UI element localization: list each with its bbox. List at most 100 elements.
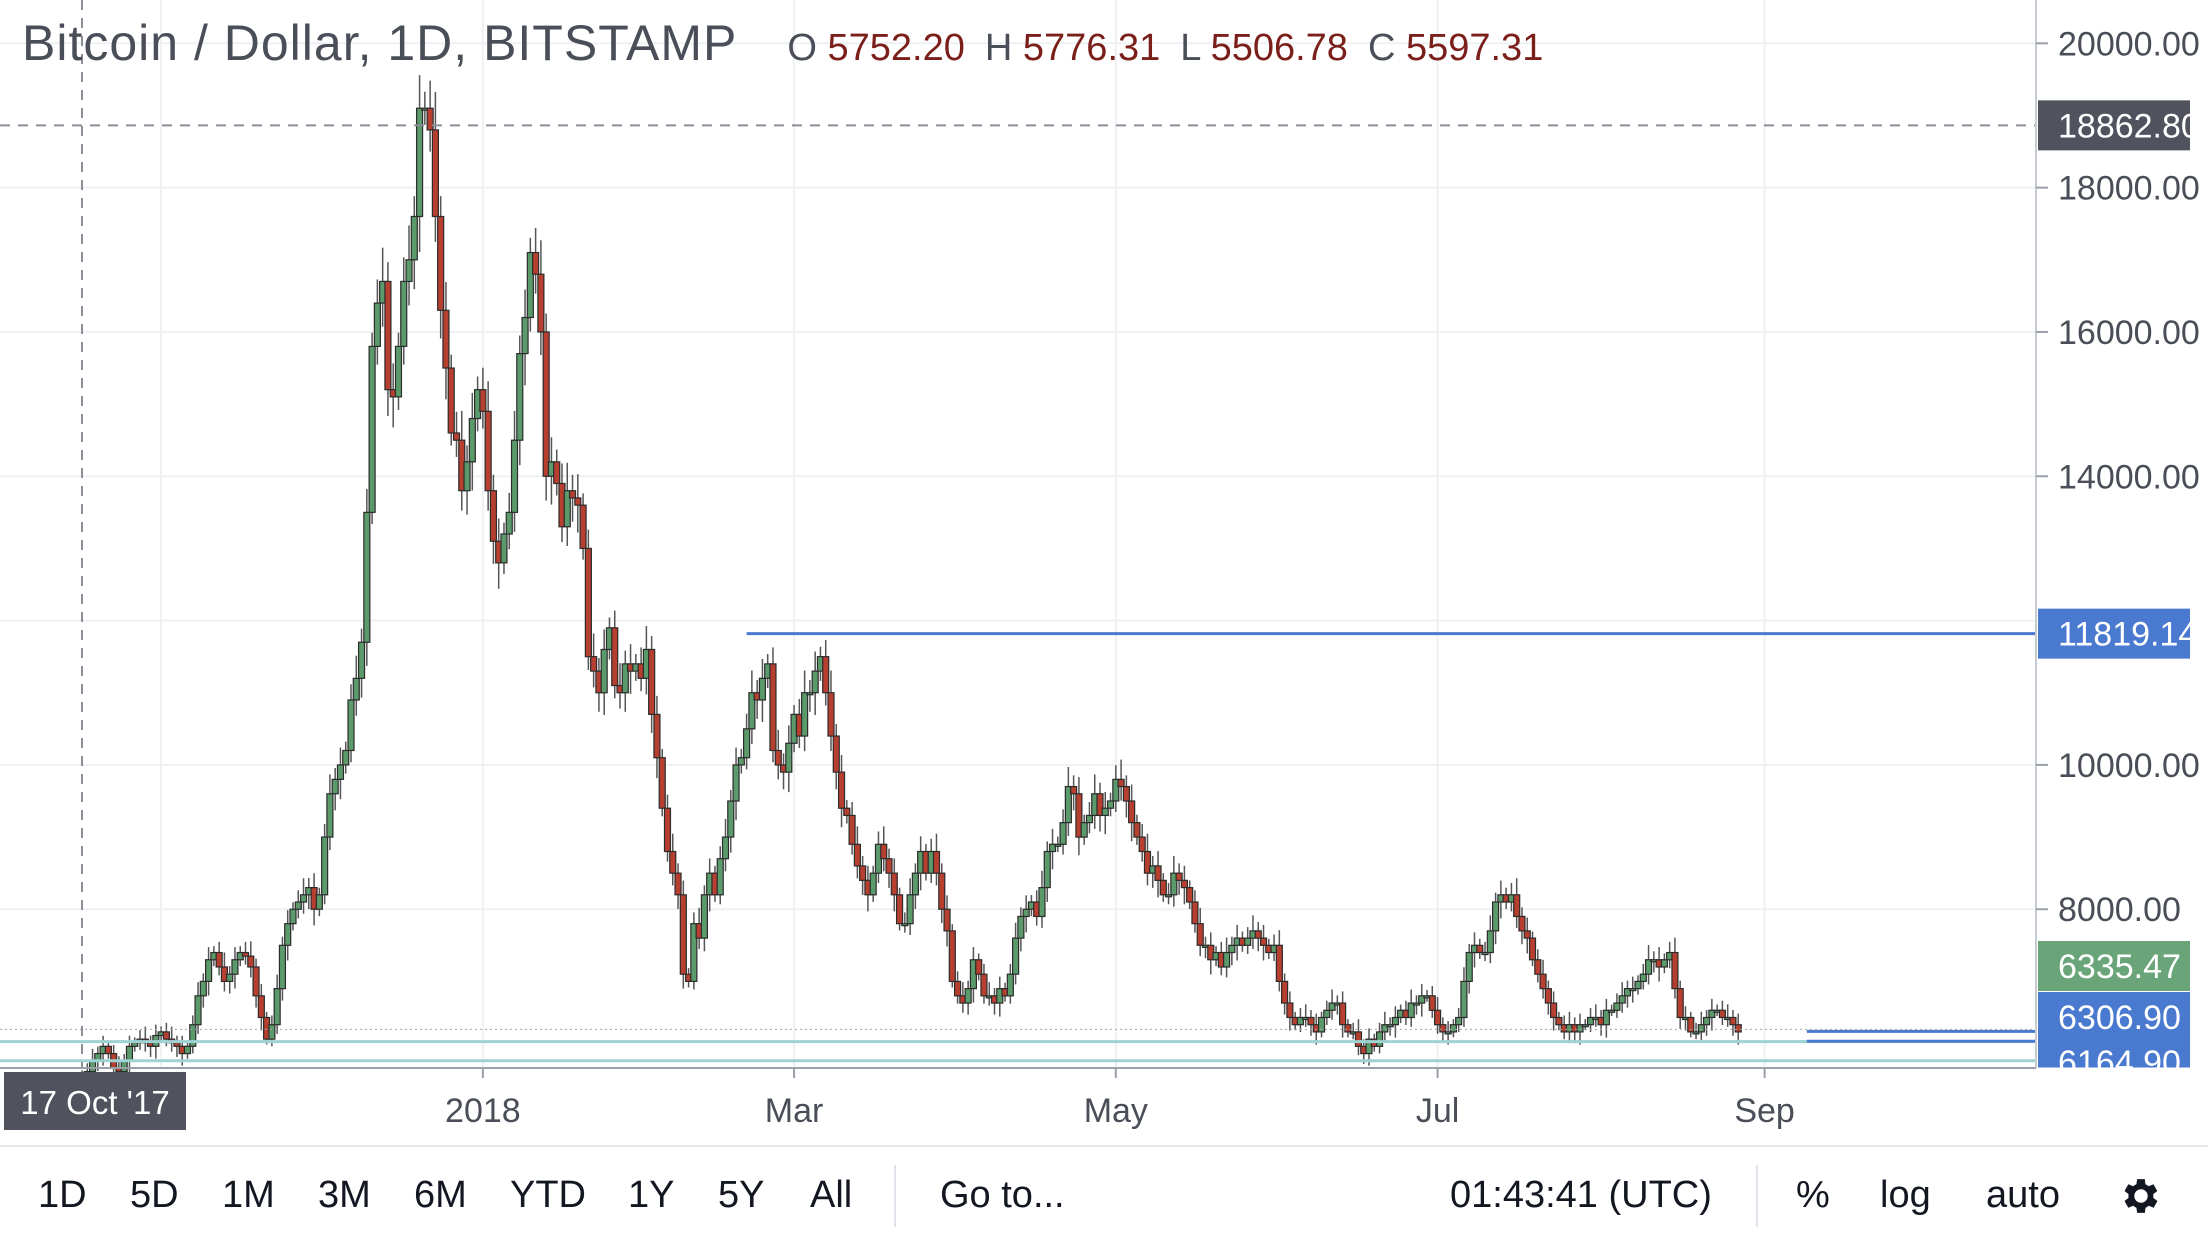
candle-body bbox=[1534, 959, 1542, 975]
candle-body bbox=[1729, 1016, 1737, 1026]
candle-body bbox=[1059, 822, 1067, 845]
candle-body bbox=[347, 699, 355, 752]
candle-body bbox=[315, 894, 323, 910]
candle-body bbox=[563, 490, 571, 528]
candle-body bbox=[1697, 1024, 1705, 1033]
candle-body bbox=[1085, 814, 1094, 824]
candle-body bbox=[299, 894, 308, 903]
range-1m-button[interactable]: 1M bbox=[222, 1174, 275, 1216]
candlestick-chart[interactable]: 20000.00 18000.00 16000.00 14000.00 10000.00… bbox=[0, 0, 2208, 1145]
candle-body bbox=[1323, 1009, 1331, 1019]
price-label: 6306.90 bbox=[2038, 992, 2190, 1042]
candle-body bbox=[1644, 959, 1653, 975]
auto-toggle[interactable]: auto bbox=[1986, 1174, 2060, 1216]
candle-body bbox=[410, 215, 418, 261]
candle-body bbox=[1634, 980, 1642, 990]
candle-body bbox=[1022, 908, 1030, 918]
range-1d-button[interactable]: 1D bbox=[38, 1174, 87, 1216]
candle-body bbox=[1070, 785, 1078, 795]
candle-body bbox=[294, 901, 302, 910]
price-label: 6335.47 bbox=[2038, 941, 2190, 991]
candle-body bbox=[1096, 793, 1104, 817]
candle-body bbox=[906, 894, 914, 925]
candle-body bbox=[1676, 988, 1684, 1019]
candle-body bbox=[1317, 1016, 1326, 1033]
candle-body bbox=[579, 504, 587, 550]
candle-body bbox=[832, 735, 840, 773]
candle-body bbox=[1012, 937, 1020, 975]
percent-toggle[interactable]: % bbox=[1796, 1174, 1830, 1216]
range-5y-button[interactable]: 5Y bbox=[718, 1174, 765, 1216]
toolbar-separator bbox=[894, 1165, 896, 1227]
price-label-bg bbox=[2038, 992, 2190, 1042]
candle-body bbox=[1106, 800, 1115, 809]
range-ytd-button[interactable]: YTD bbox=[510, 1174, 586, 1216]
candle-body bbox=[1734, 1024, 1742, 1033]
candle-body bbox=[806, 692, 814, 696]
candle-body bbox=[964, 988, 972, 1004]
candle-body bbox=[748, 692, 756, 730]
candle-body bbox=[1608, 1009, 1616, 1013]
range-3m-button[interactable]: 3M bbox=[318, 1174, 371, 1216]
price-label: 18862.80 bbox=[2038, 100, 2200, 151]
candle-body bbox=[247, 955, 255, 968]
candle-body bbox=[479, 389, 487, 412]
candle-body bbox=[1618, 995, 1626, 1004]
candle-body bbox=[1228, 944, 1236, 954]
candle-body bbox=[226, 973, 234, 983]
candle-body bbox=[1702, 1016, 1711, 1026]
y-tick-label: 14000.00 bbox=[2058, 458, 2200, 496]
candle-body bbox=[1518, 915, 1526, 932]
candle-body bbox=[442, 309, 450, 369]
price-axis[interactable]: 20000.00 18000.00 16000.00 14000.00 10000.00… bbox=[2036, 25, 2200, 929]
axis-mask bbox=[2038, 1068, 2208, 1145]
candle-body bbox=[373, 302, 381, 347]
candle-body bbox=[252, 966, 260, 997]
price-label-text: 6335.47 bbox=[2058, 948, 2181, 986]
candle-body bbox=[1075, 793, 1083, 838]
candle-body bbox=[331, 778, 339, 795]
candle-body bbox=[658, 757, 666, 809]
candle-body bbox=[895, 894, 904, 925]
candle-body bbox=[1154, 865, 1162, 881]
range-6m-button[interactable]: 6M bbox=[414, 1174, 467, 1216]
candle-body bbox=[1439, 1024, 1447, 1033]
candle-body bbox=[1339, 1002, 1347, 1026]
candle-body bbox=[120, 1060, 128, 1073]
candle-body bbox=[1175, 872, 1183, 881]
price-label-text: 11819.14 bbox=[2058, 616, 2197, 654]
ohlc-readout: O 5752.20 H 5776.31 L 5506.78 C 5597.31 bbox=[787, 27, 1543, 70]
candle-body bbox=[241, 951, 250, 957]
candle-body bbox=[1428, 995, 1436, 1011]
candle-body bbox=[162, 1031, 170, 1040]
annotation-lines[interactable] bbox=[0, 632, 2036, 1063]
price-label-text: 6306.90 bbox=[2058, 999, 2181, 1037]
candle-body bbox=[1244, 937, 1252, 946]
candle-body bbox=[104, 1045, 112, 1055]
candle-body bbox=[1708, 1009, 1716, 1019]
candle-body bbox=[1375, 1031, 1384, 1047]
range-1y-button[interactable]: 1Y bbox=[628, 1174, 675, 1216]
range-all-button[interactable]: All bbox=[810, 1174, 853, 1216]
candle-body bbox=[716, 858, 724, 896]
candle-body bbox=[774, 749, 782, 766]
candle-body bbox=[1539, 973, 1547, 990]
candle-body bbox=[273, 988, 281, 1026]
range-5d-button[interactable]: 5D bbox=[130, 1174, 179, 1216]
candle-body bbox=[1054, 843, 1062, 847]
open-readout: O 5752.20 bbox=[787, 27, 965, 69]
high-readout: H 5776.31 bbox=[984, 27, 1161, 69]
date-label-bg bbox=[4, 1072, 186, 1130]
time-axis[interactable]: 2018 Mar May Jul Sep bbox=[445, 1068, 1795, 1130]
log-toggle[interactable]: log bbox=[1880, 1174, 1931, 1216]
candles bbox=[78, 75, 1742, 1089]
candle-body bbox=[1281, 980, 1289, 1004]
candle-body bbox=[1344, 1024, 1352, 1033]
utc-clock[interactable]: 01:43:41 (UTC) bbox=[1450, 1174, 1712, 1216]
candle-body bbox=[1692, 1031, 1700, 1035]
candle-body bbox=[1159, 879, 1167, 896]
candle-body bbox=[231, 959, 239, 975]
candle-body bbox=[1275, 944, 1283, 983]
gear-icon[interactable] bbox=[2118, 1173, 2164, 1219]
goto-button[interactable]: Go to... bbox=[940, 1174, 1065, 1216]
